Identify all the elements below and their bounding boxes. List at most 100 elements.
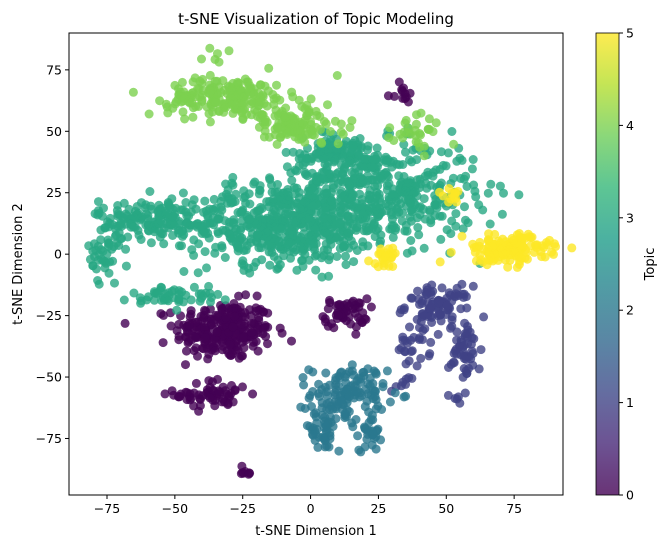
scatter-point-topic-3 <box>229 233 239 243</box>
scatter-point-topic-3 <box>389 221 399 231</box>
scatter-point-topic-2 <box>340 409 350 419</box>
scatter-point-topic-3 <box>267 187 277 197</box>
scatter-point-topic-3 <box>209 194 219 204</box>
scatter-point-topic-0 <box>181 360 190 370</box>
scatter-point-topic-0 <box>159 310 168 320</box>
scatter-point-topic-0 <box>167 386 177 396</box>
scatter-point-topic-3 <box>202 263 211 273</box>
scatter-point-topic-2 <box>314 379 324 389</box>
scatter-point-topic-3 <box>357 203 367 213</box>
scatter-point-topic-2 <box>308 367 318 377</box>
scatter-point-topic-3 <box>233 241 243 251</box>
scatter-point-topic-1 <box>460 318 470 328</box>
scatter-point-topic-5 <box>446 247 456 257</box>
scatter-point-topic-4 <box>205 43 215 53</box>
scatter-point-topic-3 <box>302 153 312 163</box>
scatter-point-topic-3 <box>430 200 440 209</box>
scatter-point-topic-0 <box>260 322 270 332</box>
scatter-point-topic-4 <box>214 57 224 67</box>
scatter-point-topic-0 <box>252 291 262 301</box>
scatter-point-topic-3 <box>386 157 396 167</box>
y-tick-label: 0 <box>54 247 62 262</box>
scatter-point-topic-1 <box>461 292 471 302</box>
scatter-point-topic-3 <box>145 187 155 196</box>
scatter-point-topic-3 <box>351 163 361 173</box>
scatter-point-topic-1 <box>462 303 472 313</box>
scatter-point-topic-2 <box>299 380 309 390</box>
scatter-point-topic-2 <box>378 379 388 388</box>
scatter-point-topic-3 <box>255 185 265 195</box>
scatter-point-topic-4 <box>206 86 215 96</box>
scatter-point-topic-3 <box>265 260 275 270</box>
scatter-point-topic-2 <box>351 415 361 424</box>
scatter-point-topic-3 <box>373 181 383 191</box>
scatter-point-topic-3 <box>463 218 473 228</box>
scatter-point-topic-1 <box>398 335 408 345</box>
scatter-point-topic-2 <box>360 402 370 412</box>
scatter-point-topic-1 <box>447 312 457 322</box>
scatter-point-topic-0 <box>210 401 220 411</box>
colorbar <box>595 32 620 496</box>
scatter-point-topic-5 <box>388 262 398 271</box>
colorbar-tick-label: 2 <box>626 303 634 318</box>
scatter-point-topic-3 <box>394 171 404 181</box>
scatter-point-topic-3 <box>443 148 453 158</box>
scatter-point-topic-3 <box>129 213 139 223</box>
scatter-point-topic-2 <box>323 391 332 401</box>
scatter-point-topic-0 <box>237 461 247 471</box>
scatter-point-topic-3 <box>144 292 153 302</box>
scatter-point-topic-3 <box>394 207 404 217</box>
scatter-point-topic-3 <box>205 288 215 298</box>
scatter-point-topic-1 <box>469 334 479 344</box>
scatter-point-topic-3 <box>186 207 196 217</box>
scatter-point-topic-0 <box>287 336 296 346</box>
scatter-point-topic-3 <box>327 196 337 206</box>
scatter-point-topic-3 <box>370 232 380 242</box>
scatter-point-topic-0 <box>248 389 258 399</box>
scatter-point-topic-3 <box>211 242 221 252</box>
scatter-point-topic-3 <box>320 159 330 169</box>
scatter-point-topic-3 <box>97 254 107 264</box>
scatter-point-topic-5 <box>545 235 554 245</box>
scatter-point-topic-3 <box>283 185 293 194</box>
scatter-point-topic-3 <box>324 271 334 281</box>
scatter-point-topic-3 <box>499 188 508 198</box>
x-tick-label: −50 <box>162 501 188 516</box>
scatter-point-topic-3 <box>193 268 203 278</box>
scatter-point-topic-5 <box>526 233 536 243</box>
scatter-point-topic-4 <box>428 127 438 137</box>
scatter-point-topic-0 <box>182 346 191 356</box>
scatter-point-topic-0 <box>120 318 130 328</box>
scatter-point-topic-1 <box>422 283 432 293</box>
scatter-point-topic-3 <box>319 213 329 223</box>
scatter-point-topic-3 <box>336 208 346 218</box>
scatter-point-topic-5 <box>457 231 467 241</box>
scatter-point-topic-3 <box>412 213 422 223</box>
scatter-point-topic-2 <box>325 380 335 390</box>
scatter-point-topic-3 <box>257 255 267 265</box>
colorbar-label: Topic <box>643 248 658 282</box>
colorbar-tick-label: 3 <box>626 210 634 225</box>
scatter-point-topic-1 <box>437 283 447 293</box>
scatter-point-topic-1 <box>407 293 417 303</box>
scatter-point-topic-2 <box>344 392 354 402</box>
scatter-point-topic-3 <box>401 147 410 157</box>
scatter-point-topic-3 <box>347 144 357 154</box>
scatter-point-topic-4 <box>188 112 198 122</box>
scatter-point-topic-3 <box>349 257 359 267</box>
y-tick-label: 75 <box>46 62 62 77</box>
scatter-point-topic-3 <box>265 173 274 183</box>
scatter-point-topic-4 <box>325 127 335 136</box>
scatter-point-topic-1 <box>466 354 476 364</box>
scatter-point-topic-3 <box>344 193 354 203</box>
y-axis-label: t-SNE Dimension 2 <box>11 203 26 325</box>
scatter-point-topic-4 <box>449 139 459 149</box>
scatter-point-topic-0 <box>230 385 240 395</box>
scatter-point-topic-1 <box>412 361 422 371</box>
scatter-point-topic-2 <box>347 360 357 370</box>
scatter-point-topic-3 <box>121 261 131 271</box>
scatter-point-topic-4 <box>338 129 348 139</box>
scatter-point-topic-4 <box>317 138 327 148</box>
scatter-point-topic-3 <box>135 293 145 303</box>
x-tick-label: 0 <box>307 501 315 516</box>
